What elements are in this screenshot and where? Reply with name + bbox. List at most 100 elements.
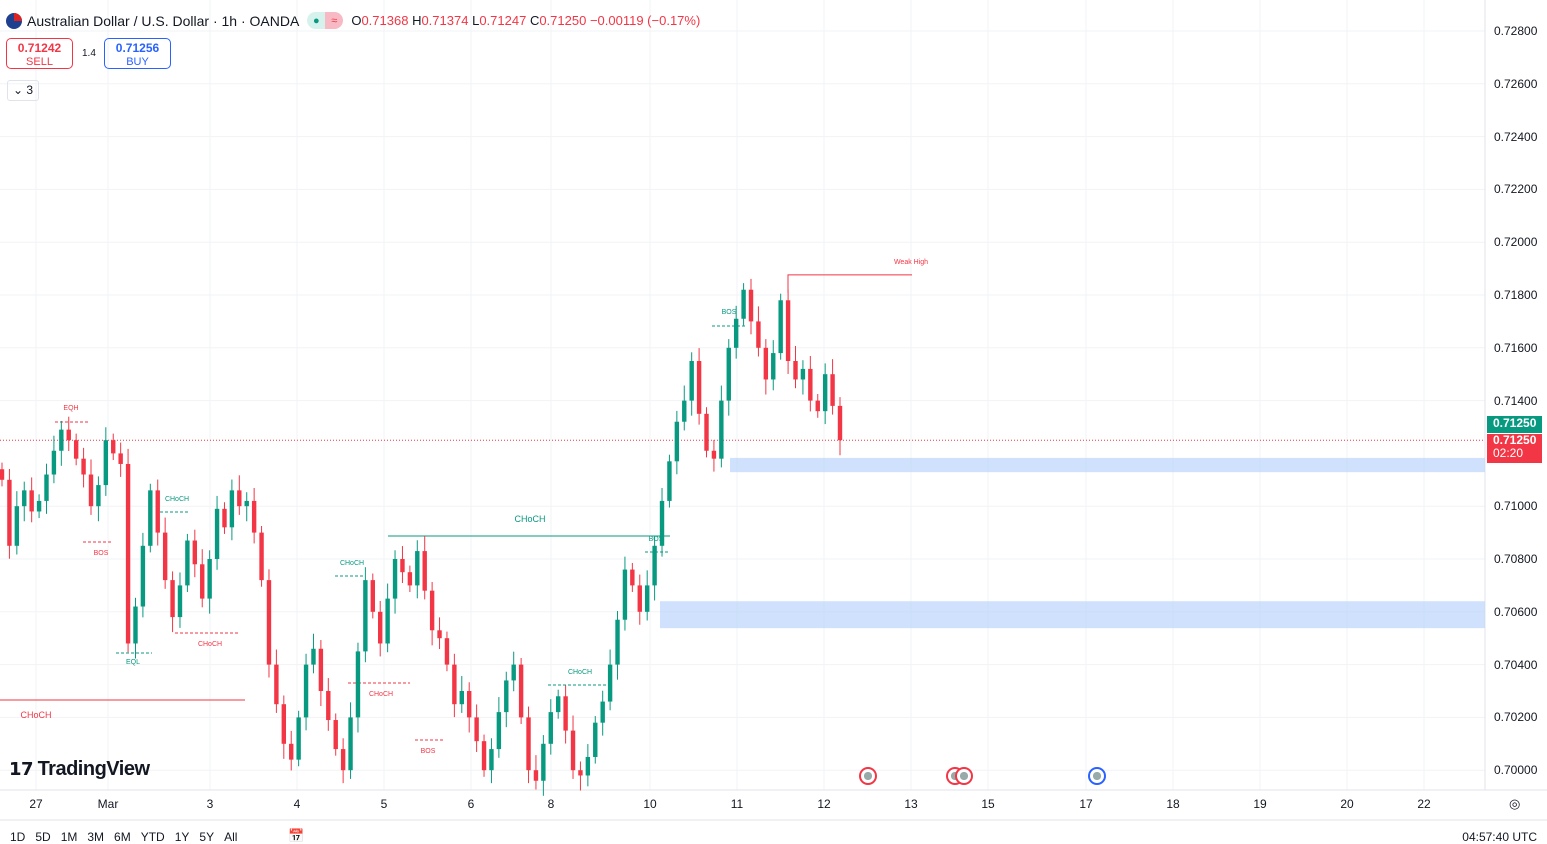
calendar-icon[interactable]: 📅 bbox=[288, 828, 305, 843]
range-6m-button[interactable]: 6M bbox=[114, 830, 131, 844]
candle bbox=[303, 664, 309, 718]
candle bbox=[370, 580, 375, 612]
candle bbox=[355, 651, 361, 718]
candle bbox=[622, 569, 628, 620]
candle bbox=[140, 545, 146, 607]
time-tick: 12 bbox=[817, 797, 831, 811]
price-tick: 0.70400 bbox=[1494, 657, 1538, 672]
range-ytd-button[interactable]: YTD bbox=[140, 830, 165, 844]
candle bbox=[385, 598, 390, 644]
candle bbox=[185, 540, 190, 586]
time-tick: 3 bbox=[206, 797, 214, 811]
price-tick: 0.71800 bbox=[1494, 288, 1538, 302]
candle bbox=[51, 450, 57, 475]
au-event-icon[interactable] bbox=[1088, 767, 1106, 785]
candle bbox=[585, 757, 591, 776]
buy-button[interactable]: 0.71256 BUY bbox=[104, 38, 171, 69]
candle bbox=[422, 551, 427, 591]
candle bbox=[125, 463, 131, 644]
symbol-title[interactable]: Australian Dollar / U.S. Dollar · 1h · O… bbox=[27, 12, 300, 29]
candle bbox=[711, 450, 717, 459]
candle bbox=[36, 500, 42, 512]
candle bbox=[644, 585, 650, 612]
us-event-icon[interactable] bbox=[955, 767, 973, 785]
candle bbox=[771, 353, 776, 380]
candle bbox=[481, 741, 487, 771]
market-status[interactable]: ● ≈ bbox=[307, 12, 344, 29]
range-1m-button[interactable]: 1M bbox=[60, 830, 78, 844]
price-tick: 0.70600 bbox=[1494, 604, 1538, 619]
candle bbox=[474, 717, 479, 742]
candle bbox=[66, 429, 71, 441]
candle bbox=[600, 701, 605, 723]
price-tick: 0.72800 bbox=[1494, 24, 1538, 38]
symbol-header: Australian Dollar / U.S. Dollar · 1h · O… bbox=[6, 12, 700, 29]
candle bbox=[704, 413, 709, 451]
candle bbox=[274, 664, 279, 705]
clock[interactable]: 04:57:40 UTC bbox=[1462, 830, 1537, 844]
candle bbox=[155, 490, 160, 533]
time-tick: 18 bbox=[1166, 797, 1180, 811]
time-tick: 27 bbox=[29, 797, 43, 811]
range-3m-button[interactable]: 3M bbox=[87, 830, 105, 844]
candle bbox=[511, 664, 516, 681]
range-5d-button[interactable]: 5D bbox=[35, 830, 51, 844]
eql-label: EQL bbox=[125, 659, 141, 666]
choch-label: CHoCH bbox=[567, 669, 593, 676]
candle bbox=[192, 540, 198, 565]
candle bbox=[340, 749, 346, 771]
candle bbox=[59, 429, 64, 451]
last-price-label: 0.71250 bbox=[1487, 416, 1542, 433]
candle bbox=[756, 321, 761, 348]
candle bbox=[630, 569, 635, 586]
candle bbox=[400, 559, 405, 573]
candle bbox=[682, 400, 687, 422]
candle bbox=[281, 704, 287, 744]
time-tick: 15 bbox=[981, 797, 995, 811]
candle bbox=[96, 485, 101, 507]
range-1d-button[interactable]: 1D bbox=[10, 830, 26, 844]
indicators-toggle[interactable]: ⌄ 3 bbox=[7, 80, 39, 101]
range-5y-button[interactable]: 5Y bbox=[199, 830, 215, 844]
range-all-button[interactable]: All bbox=[224, 830, 238, 844]
auto-scale-icon[interactable]: ◎ bbox=[1509, 796, 1521, 811]
candle bbox=[88, 474, 94, 507]
price-tick: 0.71000 bbox=[1494, 499, 1538, 514]
candle bbox=[392, 559, 398, 599]
bos-label: BOS bbox=[420, 748, 436, 755]
candle bbox=[593, 722, 598, 757]
bos-label: BOS bbox=[721, 309, 737, 316]
candle bbox=[7, 479, 12, 546]
candle bbox=[808, 368, 813, 401]
time-tick: 4 bbox=[293, 797, 301, 811]
weak-high-label: Weak High bbox=[893, 259, 929, 266]
tradingview-logo: 𝟭𝟳 TradingView bbox=[9, 758, 150, 780]
time-tick: 13 bbox=[904, 797, 918, 811]
candle bbox=[555, 696, 561, 713]
candle bbox=[266, 580, 272, 665]
candle bbox=[607, 664, 613, 702]
candle bbox=[148, 490, 153, 546]
bos-label: BOS bbox=[93, 550, 109, 557]
candle bbox=[518, 664, 524, 718]
candle bbox=[44, 474, 49, 501]
choch-label: CHoCH bbox=[368, 691, 394, 698]
price-tick: 0.70000 bbox=[1494, 763, 1538, 778]
candle bbox=[348, 717, 353, 771]
candle bbox=[674, 421, 680, 462]
sell-button[interactable]: 0.71242 SELL bbox=[6, 38, 73, 69]
bos-label: BOS bbox=[648, 536, 664, 543]
range-1y-button[interactable]: 1Y bbox=[174, 830, 190, 844]
candle bbox=[162, 532, 168, 581]
candle bbox=[170, 580, 175, 618]
us-event-icon[interactable] bbox=[859, 767, 877, 785]
time-tick: 11 bbox=[730, 797, 744, 811]
candle bbox=[326, 691, 331, 721]
candle bbox=[81, 458, 86, 475]
choch-label: CHoCH bbox=[197, 641, 223, 648]
time-tick: 5 bbox=[380, 797, 388, 811]
candle bbox=[526, 717, 531, 771]
candle bbox=[578, 770, 583, 776]
candle bbox=[237, 490, 242, 507]
